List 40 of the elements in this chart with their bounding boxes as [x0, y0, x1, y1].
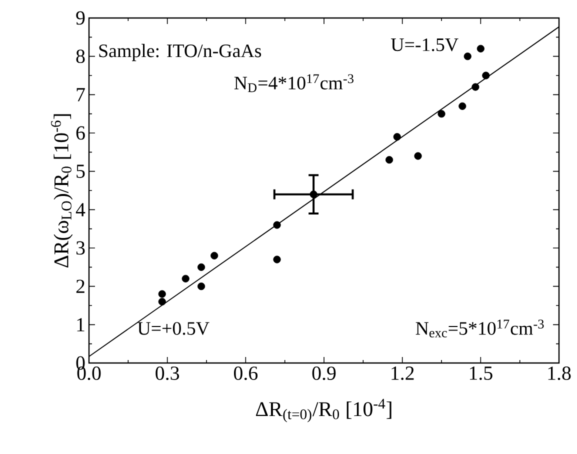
point — [464, 52, 472, 60]
point — [458, 102, 466, 110]
point — [210, 252, 218, 260]
x-tick-label: 0.3 — [156, 366, 180, 380]
point — [393, 133, 401, 141]
point — [158, 290, 166, 298]
x-tick-label: 0.6 — [234, 366, 258, 380]
x-tick-label: 1.5 — [470, 366, 492, 380]
x-tick-label: 1.8 — [548, 366, 571, 380]
point — [158, 298, 166, 306]
point — [482, 72, 490, 80]
y-tick-label: 8 — [76, 50, 85, 64]
point — [273, 256, 281, 264]
point — [310, 190, 318, 198]
point — [476, 44, 484, 52]
y-tick-label: 3 — [76, 241, 85, 255]
annotation: Sample: ITO/n-GaAs — [99, 44, 262, 62]
x-axis-title: ΔR$_{(t=0)}$/R$_{0}$ [10$^{-4}$] — [256, 398, 392, 422]
point — [197, 282, 206, 290]
y-tick-label: 1 — [77, 318, 84, 332]
point — [385, 156, 394, 164]
y-tick-label: 4 — [76, 203, 86, 216]
y-tick-label: 2 — [76, 280, 84, 293]
annotation: N$_{D}$=4*10$^{17}$cm$^{-3}$ — [234, 74, 354, 92]
x-tick-label: 1.2 — [392, 366, 414, 380]
point — [182, 274, 190, 282]
point — [197, 263, 206, 271]
annotation: U=-1.5V — [390, 38, 458, 52]
x-tick-label: 0.9 — [312, 366, 336, 380]
y-axis-title: ΔR(ω$_{LO}$)/R$_{0}$ [10$^{-6}$] — [51, 114, 73, 268]
point — [438, 110, 446, 118]
annotation: U=+0.5V — [138, 322, 210, 335]
point — [273, 221, 281, 229]
point — [414, 152, 422, 160]
annotation: N$_{exc}$=5*10$^{17}$cm$^{-3}$ — [416, 320, 544, 338]
y-tick-label: 6 — [76, 126, 85, 140]
point — [472, 83, 480, 91]
y-tick-label: 7 — [76, 88, 85, 102]
y-tick-label: 9 — [76, 11, 85, 25]
y-tick-label: 5 — [76, 164, 85, 178]
